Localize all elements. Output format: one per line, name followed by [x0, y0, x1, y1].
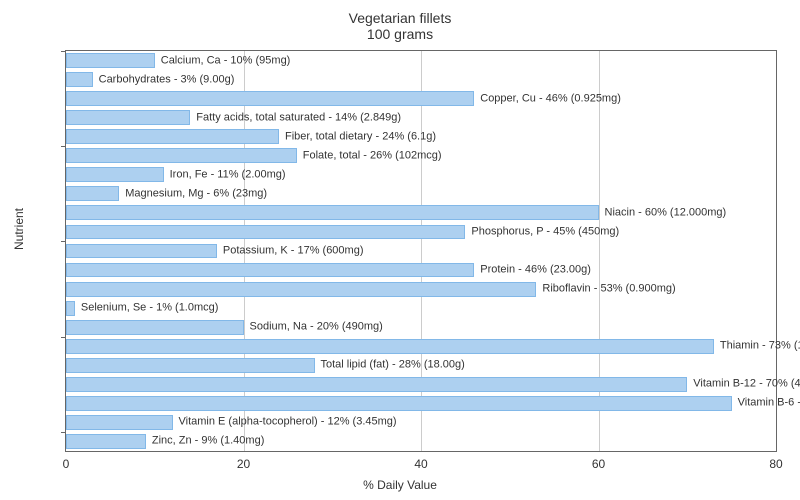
title-line-1: Vegetarian fillets: [0, 10, 800, 26]
bar: [66, 339, 714, 354]
bar-label: Magnesium, Mg - 6% (23mg): [125, 188, 267, 199]
bar-label: Total lipid (fat) - 28% (18.00g): [321, 360, 465, 371]
y-tick-mark: [61, 51, 66, 52]
bar: [66, 434, 146, 449]
bar-label: Phosphorus, P - 45% (450mg): [471, 226, 619, 237]
bar: [66, 282, 536, 297]
bar: [66, 301, 75, 316]
y-tick-mark: [61, 432, 66, 433]
bar-label: Folate, total - 26% (102mcg): [303, 150, 442, 161]
y-tick-mark: [61, 241, 66, 242]
bar: [66, 358, 315, 373]
bar-label: Calcium, Ca - 10% (95mg): [161, 55, 291, 66]
y-axis-label: Nutrient: [12, 208, 26, 250]
bar-label: Copper, Cu - 46% (0.925mg): [480, 93, 621, 104]
bar: [66, 72, 93, 87]
y-tick-mark: [61, 337, 66, 338]
y-tick-mark: [61, 146, 66, 147]
bar: [66, 320, 244, 335]
bar: [66, 91, 474, 106]
x-axis-label: % Daily Value: [363, 478, 437, 492]
nutrient-chart: Vegetarian fillets 100 grams Nutrient % …: [0, 0, 800, 500]
x-tick-label: 20: [237, 457, 250, 471]
bar: [66, 244, 217, 259]
x-tick-label: 0: [63, 457, 70, 471]
bar: [66, 167, 164, 182]
x-tick-label: 40: [414, 457, 427, 471]
bar-label: Sodium, Na - 20% (490mg): [250, 322, 383, 333]
bar-label: Selenium, Se - 1% (1.0mcg): [81, 303, 219, 314]
bar: [66, 205, 599, 220]
bar: [66, 263, 474, 278]
title-line-2: 100 grams: [0, 26, 800, 42]
bar: [66, 415, 173, 430]
bar: [66, 148, 297, 163]
bar-label: Protein - 46% (23.00g): [480, 265, 591, 276]
x-tick-label: 60: [592, 457, 605, 471]
bar-label: Thiamin - 73% (1.100mg): [720, 341, 800, 352]
bar-label: Vitamin B-6 - 75% (1.500mg): [738, 398, 800, 409]
bar-label: Niacin - 60% (12.000mg): [605, 207, 727, 218]
bar-label: Vitamin E (alpha-tocopherol) - 12% (3.45…: [179, 417, 397, 428]
bar: [66, 53, 155, 68]
bar-label: Fatty acids, total saturated - 14% (2.84…: [196, 112, 401, 123]
x-tick-label: 80: [769, 457, 782, 471]
bar-label: Carbohydrates - 3% (9.00g): [99, 74, 235, 85]
bar-label: Iron, Fe - 11% (2.00mg): [170, 169, 286, 180]
bar: [66, 186, 119, 201]
bar-label: Vitamin B-12 - 70% (4.20mcg): [693, 379, 800, 390]
bar: [66, 129, 279, 144]
bar-label: Fiber, total dietary - 24% (6.1g): [285, 131, 436, 142]
bar-label: Riboflavin - 53% (0.900mg): [542, 284, 675, 295]
bar-label: Zinc, Zn - 9% (1.40mg): [152, 436, 264, 447]
bar: [66, 396, 732, 411]
chart-title: Vegetarian fillets 100 grams: [0, 0, 800, 42]
bar: [66, 225, 465, 240]
bar: [66, 377, 687, 392]
bar: [66, 110, 190, 125]
bar-label: Potassium, K - 17% (600mg): [223, 246, 364, 257]
plot-area: 020406080Calcium, Ca - 10% (95mg)Carbohy…: [65, 50, 777, 452]
